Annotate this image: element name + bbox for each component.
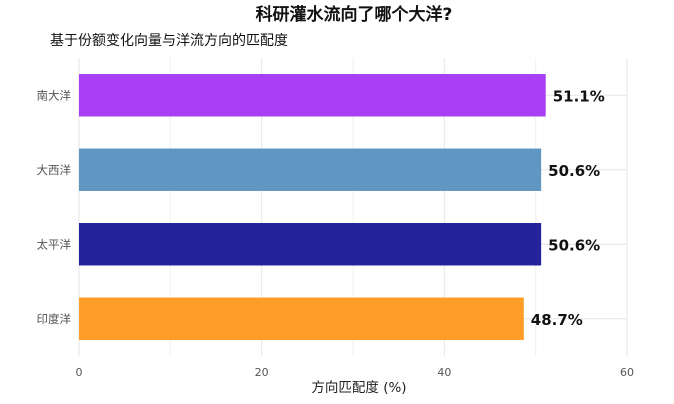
bar: [79, 74, 546, 117]
bar: [79, 148, 542, 191]
chart-title: 科研灌水流向了哪个大洋?: [256, 4, 453, 25]
category-label: 印度洋: [37, 312, 72, 326]
bar: [79, 297, 524, 340]
x-tick-label: 20: [255, 366, 269, 379]
x-axis-title: 方向匹配度 (%): [311, 380, 406, 396]
x-tick-label: 0: [76, 366, 83, 379]
data-label: 50.6%: [548, 236, 600, 254]
x-tick-label: 40: [437, 366, 451, 379]
data-label: 50.6%: [548, 162, 600, 180]
bars: [79, 74, 546, 340]
category-label: 南大洋: [37, 88, 72, 102]
data-label: 48.7%: [531, 311, 583, 329]
data-label: 51.1%: [553, 87, 605, 105]
category-label: 太平洋: [37, 237, 72, 251]
category-label: 大西洋: [37, 163, 72, 177]
bar: [79, 223, 542, 266]
chart-subtitle: 基于份额变化向量与洋流方向的匹配度: [50, 32, 288, 49]
x-tick-label: 60: [620, 366, 634, 379]
labels: 0 20 40 60 南大洋 51.1% 大西洋 50.6% 太平洋 50.6% 印度洋 48.7%: [37, 87, 635, 379]
